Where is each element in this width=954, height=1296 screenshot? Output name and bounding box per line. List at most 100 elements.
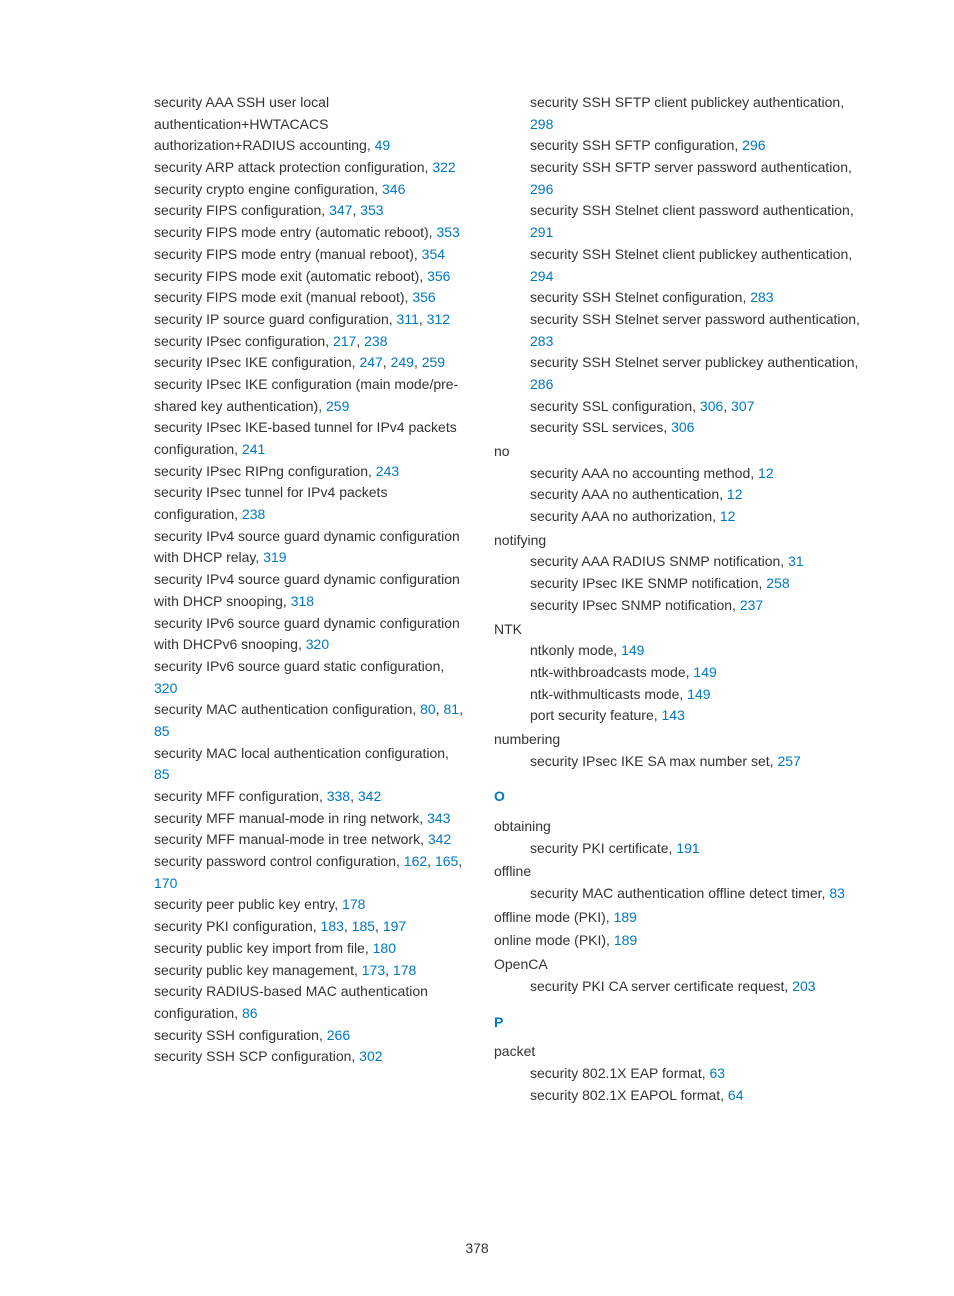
page-link[interactable]: 12: [727, 486, 743, 502]
page-link[interactable]: 86: [242, 1005, 258, 1021]
page-link[interactable]: 249: [391, 354, 414, 370]
page-link[interactable]: 307: [731, 398, 754, 414]
page-link[interactable]: 247: [359, 354, 382, 370]
page-link[interactable]: 81: [444, 701, 460, 717]
page-link[interactable]: 178: [393, 962, 416, 978]
index-subentry: security RADIUS-based MAC authentication…: [118, 981, 466, 1024]
page-link[interactable]: 241: [242, 441, 265, 457]
page-link[interactable]: 302: [359, 1048, 382, 1064]
page-link[interactable]: 338: [327, 788, 350, 804]
index-subentry-text: security FIPS mode entry (automatic rebo…: [154, 224, 436, 240]
index-subentry: security AAA SSH user local authenticati…: [118, 92, 466, 157]
index-page: security AAA SSH user local authenticati…: [0, 0, 954, 1296]
index-subentry-text: security SSH SFTP configuration,: [530, 137, 742, 153]
page-link[interactable]: 320: [306, 636, 329, 652]
page-link[interactable]: 342: [358, 788, 381, 804]
index-subentry-text: security ARP attack protection configura…: [154, 159, 432, 175]
index-subentry: security FIPS mode exit (automatic reboo…: [118, 266, 466, 288]
page-link[interactable]: 170: [154, 875, 177, 891]
page-link[interactable]: 312: [427, 311, 450, 327]
page-link[interactable]: 342: [428, 831, 451, 847]
page-link[interactable]: 191: [676, 840, 699, 856]
page-link[interactable]: 173: [362, 962, 385, 978]
page-link[interactable]: 149: [621, 642, 644, 658]
page-link[interactable]: 283: [750, 289, 773, 305]
page-link[interactable]: 189: [614, 909, 637, 925]
page-link[interactable]: 197: [383, 918, 406, 934]
index-subentry-text: security MFF configuration,: [154, 788, 327, 804]
index-subentry: security IPsec RIPng configuration, 243: [118, 461, 466, 483]
index-subentry-text: ntkonly mode,: [530, 642, 621, 658]
page-link[interactable]: 306: [700, 398, 723, 414]
page-link[interactable]: 162: [404, 853, 427, 869]
index-subentry-text: security SSH configuration,: [154, 1027, 327, 1043]
page-link[interactable]: 356: [412, 289, 435, 305]
page-link[interactable]: 257: [777, 753, 800, 769]
page-link[interactable]: 286: [530, 376, 553, 392]
page-link[interactable]: 165: [435, 853, 458, 869]
page-link[interactable]: 237: [740, 597, 763, 613]
page-link[interactable]: 353: [436, 224, 459, 240]
index-subentry: security AAA no accounting method, 12: [494, 463, 864, 485]
page-link[interactable]: 49: [375, 137, 391, 153]
page-link[interactable]: 356: [427, 268, 450, 284]
page-link[interactable]: 143: [662, 707, 685, 723]
index-subentry: security MFF configuration, 338, 342: [118, 786, 466, 808]
index-subentry: security password control configuration,…: [118, 851, 466, 894]
page-link[interactable]: 320: [154, 680, 177, 696]
page-link[interactable]: 149: [687, 686, 710, 702]
page-link[interactable]: 353: [360, 202, 383, 218]
page-link[interactable]: 31: [788, 553, 804, 569]
index-subentry-text: security crypto engine configuration,: [154, 181, 382, 197]
page-link[interactable]: 343: [427, 810, 450, 826]
page-link[interactable]: 311: [397, 311, 419, 327]
page-link[interactable]: 203: [792, 978, 815, 994]
page-link[interactable]: 243: [376, 463, 399, 479]
page-link[interactable]: 189: [614, 932, 637, 948]
page-link[interactable]: 238: [242, 506, 265, 522]
index-subentry-text: security IPsec IKE configuration (main m…: [154, 376, 458, 414]
page-link[interactable]: 64: [728, 1087, 744, 1103]
page-link[interactable]: 319: [263, 549, 286, 565]
index-subentry-text: security AAA no accounting method,: [530, 465, 758, 481]
page-link[interactable]: 80: [420, 701, 436, 717]
page-link[interactable]: 259: [326, 398, 349, 414]
page-link[interactable]: 318: [291, 593, 314, 609]
page-link[interactable]: 258: [766, 575, 789, 591]
index-subentry-text: security SSH SFTP client publickey authe…: [530, 94, 844, 110]
page-link[interactable]: 294: [530, 268, 553, 284]
index-subentry-text: security IPsec RIPng configuration,: [154, 463, 376, 479]
page-link[interactable]: 296: [742, 137, 765, 153]
index-subentry-text: security IPsec SNMP notification,: [530, 597, 740, 613]
index-subentry-text: security IPsec IKE SA max number set,: [530, 753, 777, 769]
index-subentry: security PKI configuration, 183, 185, 19…: [118, 916, 466, 938]
page-link[interactable]: 180: [373, 940, 396, 956]
page-link[interactable]: 63: [710, 1065, 726, 1081]
page-link[interactable]: 266: [327, 1027, 350, 1043]
page-link[interactable]: 217: [333, 333, 356, 349]
page-link[interactable]: 183: [321, 918, 344, 934]
page-link[interactable]: 259: [422, 354, 445, 370]
page-link[interactable]: 346: [382, 181, 405, 197]
page-link[interactable]: 83: [829, 885, 845, 901]
page-link[interactable]: 238: [364, 333, 387, 349]
page-link[interactable]: 85: [154, 723, 170, 739]
page-link[interactable]: 306: [671, 419, 694, 435]
page-link[interactable]: 149: [693, 664, 716, 680]
page-link[interactable]: 12: [720, 508, 736, 524]
index-subentry-text: security SSH Stelnet configuration,: [530, 289, 750, 305]
page-link[interactable]: 12: [758, 465, 774, 481]
page-link[interactable]: 322: [432, 159, 455, 175]
index-subentry-text: security SSH Stelnet client publickey au…: [530, 246, 852, 262]
page-link[interactable]: 185: [352, 918, 375, 934]
page-link[interactable]: 178: [342, 896, 365, 912]
page-link[interactable]: 291: [530, 224, 553, 240]
page-link[interactable]: 85: [154, 766, 170, 782]
page-link[interactable]: 283: [530, 333, 553, 349]
index-subentry: security SSH Stelnet client publickey au…: [494, 244, 864, 287]
index-subentry-text: security SSH SFTP server password authen…: [530, 159, 852, 175]
page-link[interactable]: 298: [530, 116, 553, 132]
page-link[interactable]: 296: [530, 181, 553, 197]
page-link[interactable]: 347: [329, 202, 352, 218]
page-link[interactable]: 354: [422, 246, 445, 262]
